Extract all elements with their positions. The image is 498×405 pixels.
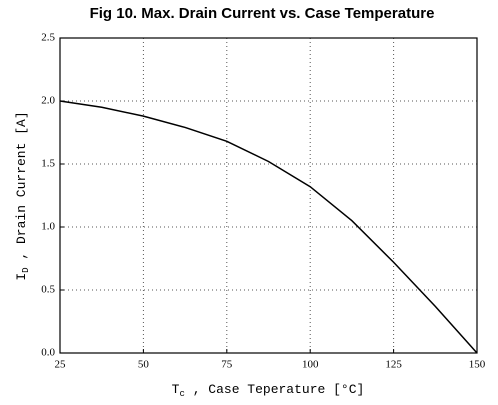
- y-tick-label: 0.5: [41, 284, 55, 296]
- y-tick-label: 0.0: [41, 347, 55, 359]
- x-tick-label: 100: [302, 359, 319, 371]
- y-tick-label: 2.0: [41, 95, 55, 107]
- y-tick-label: 2.5: [41, 32, 55, 44]
- x-axis-label: Tc , Case Teperature [°C]: [172, 382, 365, 399]
- data-line: [59, 100, 478, 354]
- x-tick-label: 75: [221, 359, 233, 371]
- x-tick-label: 50: [138, 359, 150, 371]
- y-tick-label: 1.0: [41, 221, 55, 233]
- y-tick-label: 1.5: [41, 158, 55, 170]
- x-tick-label: 125: [385, 359, 402, 371]
- x-tick-label: 150: [469, 359, 486, 371]
- chart-title: Fig 10. Max. Drain Current vs. Case Temp…: [90, 5, 435, 22]
- y-axis-label: ID , Drain Current [A]: [14, 111, 31, 280]
- x-tick-label: 25: [55, 359, 67, 371]
- plot-frame: [59, 37, 478, 354]
